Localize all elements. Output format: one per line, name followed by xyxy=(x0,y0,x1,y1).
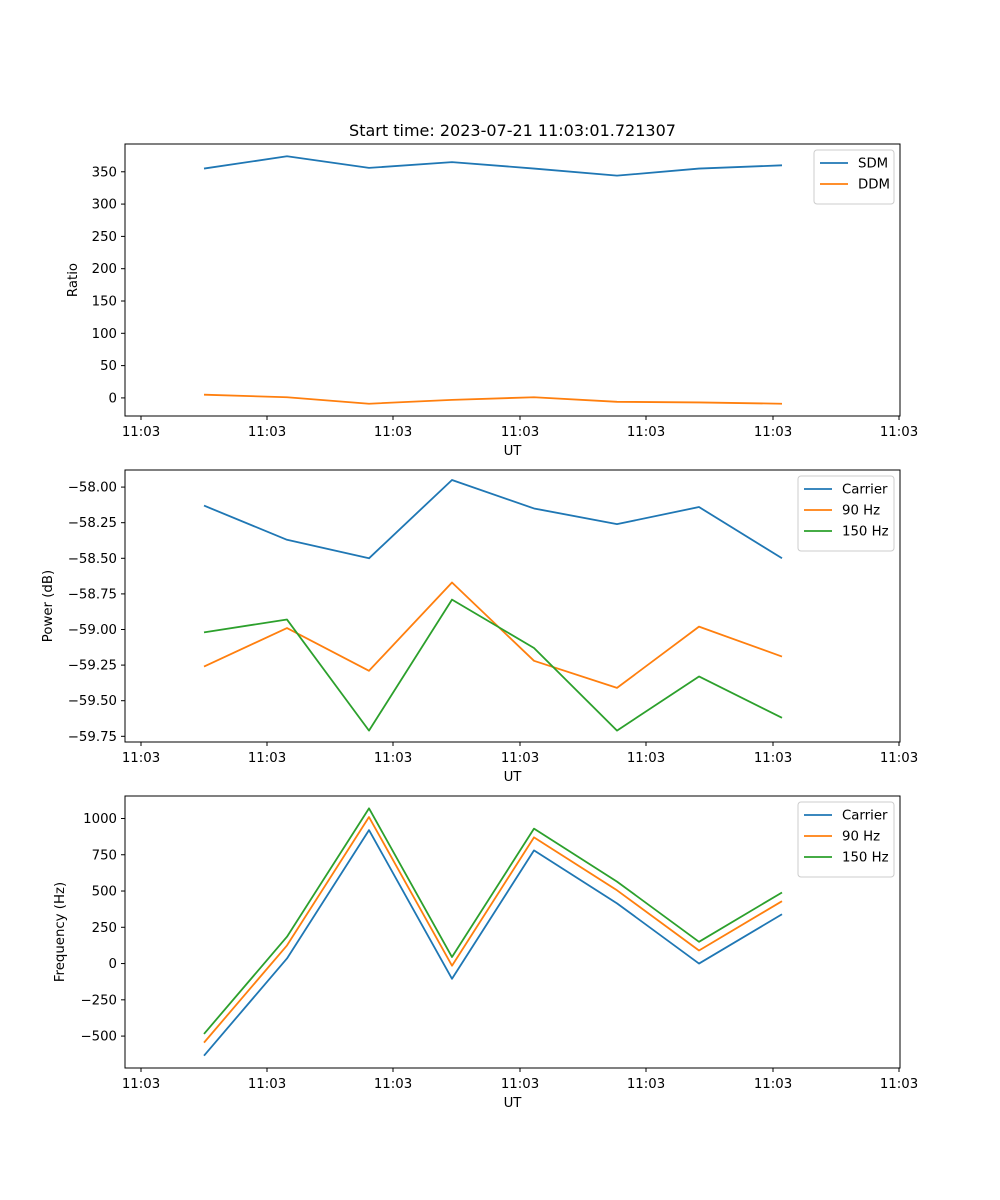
y-tick-label: 250 xyxy=(92,921,117,936)
axes-frame xyxy=(124,469,901,743)
y-tick-label: −500 xyxy=(80,1030,117,1045)
legend-label: 150 Hz xyxy=(842,851,889,866)
y-tick-label: −59.75 xyxy=(68,730,117,745)
y-tick-label: 150 xyxy=(92,294,117,309)
x-tick-label: 11:03 xyxy=(374,425,412,440)
y-axis-label: Power (dB) xyxy=(41,570,56,642)
panels: 11:03 11:03 11:03 11:03 11:03 11:03 11:03 0 50 10… xyxy=(41,143,918,1111)
x-tick-label: 11:03 xyxy=(627,1077,665,1092)
y-tick-label: 1000 xyxy=(83,812,117,827)
series-line-90-hz xyxy=(203,581,783,689)
x-tick-label: 11:03 xyxy=(248,425,286,440)
series-line-ddm xyxy=(203,393,783,405)
panel-2: 11:03 11:03 11:03 11:03 11:03 11:03 11:03 −59.7… xyxy=(41,469,918,785)
x-tick-label: 11:03 xyxy=(501,751,539,766)
legend: Carrier 90 Hz 150 Hz xyxy=(797,801,895,878)
y-tick-label: 300 xyxy=(92,198,117,213)
series-line-150-hz xyxy=(203,598,783,732)
x-tick-label: 11:03 xyxy=(754,751,792,766)
x-tick-label: 11:03 xyxy=(122,751,160,766)
legend: Carrier 90 Hz 150 Hz xyxy=(797,475,895,552)
legend-box xyxy=(797,801,895,878)
y-tick-label: 0 xyxy=(109,957,117,972)
y-tick-label: 250 xyxy=(92,230,117,245)
y-tick-label: −58.25 xyxy=(68,516,117,531)
panel-1: 11:03 11:03 11:03 11:03 11:03 11:03 11:03 0 50 10… xyxy=(66,143,918,459)
y-tick-label: 0 xyxy=(109,391,117,406)
axes-frame xyxy=(124,143,901,417)
x-axis-label: UT xyxy=(504,444,523,459)
legend-label: DDM xyxy=(858,178,890,193)
legend-label: 150 Hz xyxy=(842,525,889,540)
x-tick-label: 11:03 xyxy=(627,751,665,766)
x-tick-label: 11:03 xyxy=(374,1077,412,1092)
x-tick-label: 11:03 xyxy=(122,1077,160,1092)
y-tick-label: 50 xyxy=(100,359,117,374)
series-line-90-hz xyxy=(203,816,783,1044)
legend-label: SDM xyxy=(858,157,888,172)
series-line-carrier xyxy=(203,479,783,560)
x-tick-label: 11:03 xyxy=(248,751,286,766)
legend-label: 90 Hz xyxy=(842,830,880,845)
x-axis-label: UT xyxy=(504,770,523,785)
chart-title: Start time: 2023-07-21 11:03:01.721307 xyxy=(349,121,676,140)
series-line-150-hz xyxy=(203,807,783,1035)
legend: SDM DDM xyxy=(813,149,895,205)
axes-frame xyxy=(124,795,901,1069)
y-axis-label: Ratio xyxy=(66,263,81,297)
y-axis-label: Frequency (Hz) xyxy=(53,882,68,982)
x-tick-label: 11:03 xyxy=(501,1077,539,1092)
y-tick-label: −250 xyxy=(80,993,117,1008)
x-axis-label: UT xyxy=(504,1096,523,1111)
series-line-carrier xyxy=(203,829,783,1057)
y-tick-label: −58.75 xyxy=(68,587,117,602)
y-tick-label: 750 xyxy=(92,848,117,863)
legend-label: Carrier xyxy=(842,483,888,498)
x-tick-label: 11:03 xyxy=(501,425,539,440)
y-tick-label: −59.50 xyxy=(68,694,117,709)
y-tick-label: 500 xyxy=(92,885,117,900)
legend-box xyxy=(797,475,895,552)
panel-3: 11:03 11:03 11:03 11:03 11:03 11:03 11:03 −500 −… xyxy=(53,795,918,1111)
x-tick-label: 11:03 xyxy=(627,425,665,440)
y-tick-label: −58.50 xyxy=(68,552,117,567)
y-tick-label: −58.00 xyxy=(68,481,117,496)
x-tick-label: 11:03 xyxy=(122,425,160,440)
y-tick-label: 100 xyxy=(92,327,117,342)
y-tick-label: −59.25 xyxy=(68,659,117,674)
x-tick-label: 11:03 xyxy=(754,1077,792,1092)
y-tick-label: 350 xyxy=(92,165,117,180)
y-tick-label: −59.00 xyxy=(68,623,117,638)
legend-label: Carrier xyxy=(842,809,888,824)
y-tick-label: 200 xyxy=(92,262,117,277)
series-line-sdm xyxy=(203,155,783,177)
x-tick-label: 11:03 xyxy=(374,751,412,766)
x-tick-label: 11:03 xyxy=(880,425,918,440)
x-tick-label: 11:03 xyxy=(880,751,918,766)
x-tick-label: 11:03 xyxy=(248,1077,286,1092)
x-tick-label: 11:03 xyxy=(880,1077,918,1092)
legend-label: 90 Hz xyxy=(842,504,880,519)
x-tick-label: 11:03 xyxy=(754,425,792,440)
